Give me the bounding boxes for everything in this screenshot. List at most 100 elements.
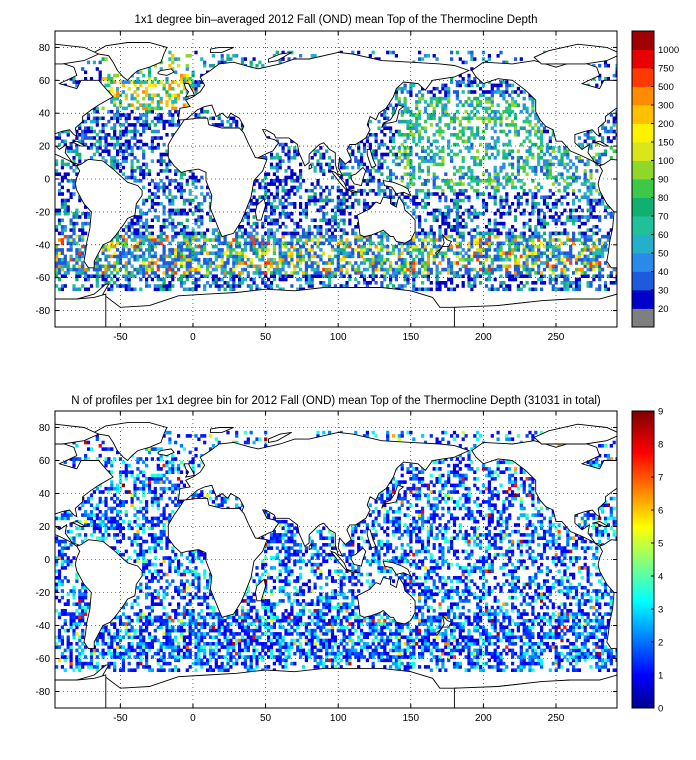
data-cell [194, 113, 198, 117]
data-cell [386, 271, 390, 275]
data-cell [403, 83, 407, 88]
data-cell [165, 119, 169, 124]
data-cell [287, 215, 291, 219]
data-cell [113, 96, 117, 101]
data-cell [435, 271, 439, 275]
data-cell [69, 146, 73, 150]
data-cell [55, 162, 59, 167]
data-cell [374, 261, 378, 265]
data-cell [406, 106, 410, 111]
data-cell [365, 281, 369, 285]
data-cell [574, 668, 579, 672]
data-cell [397, 665, 401, 669]
data-cell [386, 244, 390, 249]
data-cell [592, 208, 596, 213]
data-cell [121, 165, 125, 170]
data-cell [63, 264, 67, 269]
data-cell [516, 257, 520, 262]
data-cell [278, 202, 282, 206]
data-cell [531, 281, 535, 285]
data-cell [240, 57, 245, 61]
data-cell [278, 267, 282, 272]
x-tick-label: -50 [113, 332, 128, 343]
data-cell [426, 136, 430, 140]
data-cell [319, 257, 323, 262]
data-cell [55, 225, 59, 229]
data-cell [272, 257, 276, 262]
data-cell [569, 248, 573, 252]
data-cell [452, 228, 457, 232]
data-cell [368, 244, 372, 249]
data-cell [397, 661, 401, 666]
data-cell [598, 215, 602, 219]
data-cell [220, 267, 224, 272]
data-cell [371, 251, 375, 255]
data-cell [473, 162, 477, 167]
data-cell [333, 205, 337, 209]
data-cell [470, 126, 474, 130]
data-cell [142, 156, 146, 160]
data-cell [197, 208, 201, 213]
data-cell [95, 668, 99, 672]
data-cell [78, 267, 82, 272]
data-cell [412, 139, 416, 144]
data-cell [409, 665, 413, 669]
data-cell [461, 234, 465, 239]
data-cell [124, 159, 128, 163]
data-cell [423, 238, 428, 242]
data-cell [450, 264, 454, 269]
data-cell [299, 287, 303, 292]
data-cell [493, 228, 497, 232]
data-cell [441, 179, 445, 183]
data-cell [383, 159, 387, 163]
data-cell [522, 248, 526, 252]
data-cell [264, 175, 268, 180]
data-cell [133, 80, 137, 84]
data-cell [470, 211, 474, 216]
data-cell [238, 257, 242, 262]
data-cell [194, 244, 198, 249]
data-cell [278, 60, 282, 65]
data-cell [557, 188, 561, 193]
data-cell [418, 57, 422, 61]
data-cell [278, 165, 282, 170]
data-cell [174, 93, 178, 98]
data-cell [444, 93, 448, 98]
data-cell [400, 271, 404, 275]
data-cell [165, 93, 169, 98]
data-cell [269, 221, 274, 226]
data-cell [606, 264, 610, 269]
data-cell [211, 238, 215, 242]
data-cell [348, 195, 352, 199]
data-cell [473, 284, 477, 288]
data-cell [159, 665, 163, 669]
data-cell [319, 205, 323, 209]
data-cell [423, 218, 428, 223]
data-cell [107, 264, 111, 269]
data-cell [278, 159, 282, 163]
data-cell [182, 264, 186, 269]
data-cell [586, 261, 590, 265]
data-cell [365, 267, 369, 272]
data-cell [389, 274, 393, 278]
data-cell [551, 133, 555, 137]
data-cell [296, 231, 300, 236]
data-cell [307, 248, 311, 252]
data-cell [264, 281, 268, 285]
data-cell [505, 251, 509, 255]
data-cell [310, 218, 314, 223]
data-cell [264, 244, 268, 249]
data-cell [362, 274, 367, 278]
data-cell [177, 208, 181, 213]
data-cell [319, 152, 323, 157]
data-cell [519, 185, 523, 190]
data-cell [560, 156, 564, 160]
data-cell [156, 103, 160, 107]
data-cell [572, 162, 576, 167]
data-cell [336, 251, 340, 255]
data-cell [487, 172, 491, 176]
data-cell [214, 665, 218, 669]
data-cell [278, 277, 282, 282]
data-cell [508, 162, 512, 167]
data-cell [542, 162, 547, 167]
